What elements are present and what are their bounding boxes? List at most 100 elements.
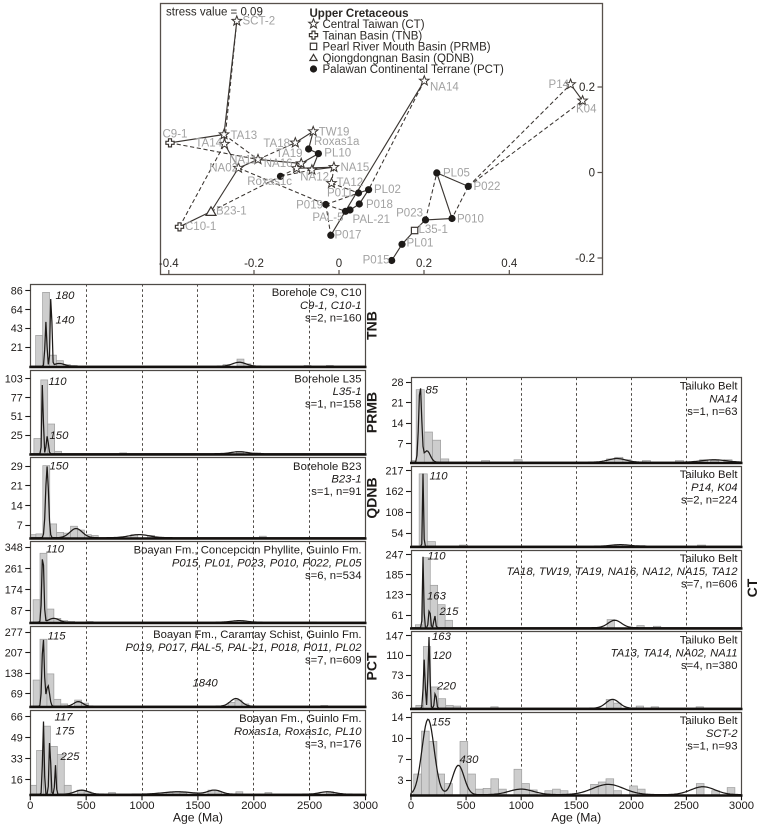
- svg-text:s=6, n=534: s=6, n=534: [305, 570, 362, 582]
- svg-text:PRMB: PRMB: [364, 392, 380, 433]
- svg-text:0: 0: [408, 800, 414, 812]
- svg-text:s=4, n=380: s=4, n=380: [681, 660, 738, 672]
- svg-text:77: 77: [11, 392, 23, 404]
- svg-text:3000: 3000: [353, 800, 378, 812]
- svg-text:7: 7: [397, 754, 403, 766]
- svg-text:P023: P023: [396, 208, 423, 220]
- svg-text:s=7, n=606: s=7, n=606: [681, 578, 738, 590]
- svg-text:175: 175: [56, 726, 76, 738]
- svg-text:21: 21: [391, 398, 403, 410]
- svg-text:C9-1: C9-1: [163, 129, 188, 141]
- svg-text:s=3, n=176: s=3, n=176: [305, 738, 362, 750]
- svg-text:TA18: TA18: [263, 138, 290, 150]
- svg-text:110: 110: [46, 544, 65, 556]
- svg-text:162: 162: [385, 486, 403, 498]
- svg-text:10: 10: [391, 733, 403, 745]
- svg-text:2000: 2000: [241, 800, 266, 812]
- svg-text:0: 0: [27, 800, 33, 812]
- svg-text:1500: 1500: [564, 800, 589, 812]
- svg-text:117: 117: [55, 712, 74, 724]
- svg-text:NA15: NA15: [341, 162, 370, 174]
- svg-text:43: 43: [11, 323, 23, 335]
- svg-text:16: 16: [11, 774, 23, 786]
- svg-text:123: 123: [385, 589, 403, 601]
- svg-text:36: 36: [391, 690, 403, 702]
- svg-text:s=1, n=93: s=1, n=93: [687, 740, 737, 752]
- svg-text:14: 14: [11, 500, 23, 512]
- svg-text:Tailuko Belt: Tailuko Belt: [680, 381, 739, 393]
- svg-text:1000: 1000: [509, 800, 534, 812]
- svg-text:500: 500: [457, 800, 476, 812]
- svg-text:NA02: NA02: [209, 163, 238, 175]
- svg-text:2500: 2500: [297, 800, 322, 812]
- svg-text:SCT-2: SCT-2: [243, 16, 276, 28]
- svg-text:7: 7: [397, 438, 403, 450]
- svg-text:225: 225: [60, 751, 81, 763]
- svg-text:25: 25: [11, 430, 23, 442]
- svg-text:TA13: TA13: [231, 130, 258, 142]
- svg-text:P022: P022: [474, 181, 501, 193]
- svg-text:s=1, n=63: s=1, n=63: [687, 406, 737, 418]
- svg-text:147: 147: [385, 630, 403, 642]
- svg-text:69: 69: [11, 688, 23, 700]
- svg-text:49: 49: [11, 732, 23, 744]
- svg-text:33: 33: [11, 753, 23, 765]
- svg-text:Borehole B23: Borehole B23: [293, 461, 361, 473]
- svg-text:247: 247: [385, 550, 403, 562]
- svg-text:P14, K04: P14, K04: [691, 482, 737, 494]
- svg-text:66: 66: [11, 711, 23, 723]
- svg-text:QDNB: QDNB: [364, 477, 380, 518]
- svg-text:87: 87: [11, 606, 23, 618]
- svg-text:s=7, n=609: s=7, n=609: [305, 654, 362, 666]
- svg-text:155: 155: [432, 717, 452, 729]
- svg-text:TNB: TNB: [364, 311, 380, 340]
- svg-text:PL02: PL02: [374, 184, 401, 196]
- svg-text:PL05: PL05: [443, 168, 470, 180]
- svg-text:P015: P015: [363, 255, 390, 267]
- svg-text:PAL-5: PAL-5: [312, 212, 343, 224]
- svg-text:61: 61: [391, 610, 403, 622]
- svg-text:P010: P010: [457, 214, 484, 226]
- svg-text:110: 110: [428, 551, 447, 563]
- svg-text:C9-1, C10-1: C9-1, C10-1: [300, 300, 362, 312]
- svg-text:P017: P017: [335, 230, 362, 242]
- svg-text:103: 103: [5, 374, 23, 386]
- svg-text:TA19: TA19: [276, 148, 303, 160]
- svg-text:3: 3: [397, 775, 403, 787]
- svg-text:14: 14: [391, 418, 403, 430]
- svg-text:TA18, TW19, TA19, NA16, NA12,: TA18, TW19, TA19, NA16, NA12, NA15, TA12: [506, 566, 738, 578]
- svg-text:PL01: PL01: [407, 238, 434, 250]
- svg-text:163: 163: [427, 591, 447, 603]
- svg-text:NA11: NA11: [229, 155, 257, 167]
- svg-text:174: 174: [5, 585, 23, 597]
- svg-text:215: 215: [439, 606, 460, 618]
- svg-text:B23-1: B23-1: [216, 206, 247, 218]
- svg-text:1500: 1500: [185, 800, 210, 812]
- svg-text:185: 185: [385, 569, 403, 581]
- svg-text:NA14: NA14: [430, 82, 459, 94]
- svg-text:180: 180: [56, 290, 76, 302]
- svg-text:0: 0: [336, 258, 342, 270]
- svg-text:Tailuko Belt: Tailuko Belt: [680, 553, 739, 565]
- svg-text:s=2, n=224: s=2, n=224: [681, 494, 738, 506]
- svg-text:14: 14: [391, 712, 403, 724]
- svg-text:500: 500: [77, 800, 96, 812]
- svg-text:NA14: NA14: [709, 393, 737, 405]
- svg-text:Age (Ma): Age (Ma): [551, 811, 601, 825]
- svg-text:s=2, n=160: s=2, n=160: [305, 312, 362, 324]
- svg-text:Roxas1c: Roxas1c: [247, 176, 292, 188]
- svg-text:Borehole L35: Borehole L35: [294, 374, 361, 386]
- svg-text:Central Taiwan (CT): Central Taiwan (CT): [323, 19, 425, 31]
- svg-text:K04: K04: [576, 104, 597, 116]
- svg-text:110: 110: [430, 471, 449, 483]
- svg-text:110: 110: [49, 376, 68, 388]
- svg-text:120: 120: [433, 650, 453, 662]
- svg-text:Roxas1a: Roxas1a: [314, 136, 360, 148]
- svg-text:TA14: TA14: [195, 138, 222, 150]
- svg-text:Borehole C9, C10: Borehole C9, C10: [272, 287, 362, 299]
- svg-text:-0.2: -0.2: [575, 253, 595, 265]
- svg-text:110: 110: [386, 650, 403, 662]
- svg-text:220: 220: [436, 681, 457, 693]
- svg-text:P011: P011: [327, 188, 353, 200]
- svg-text:261: 261: [5, 563, 23, 575]
